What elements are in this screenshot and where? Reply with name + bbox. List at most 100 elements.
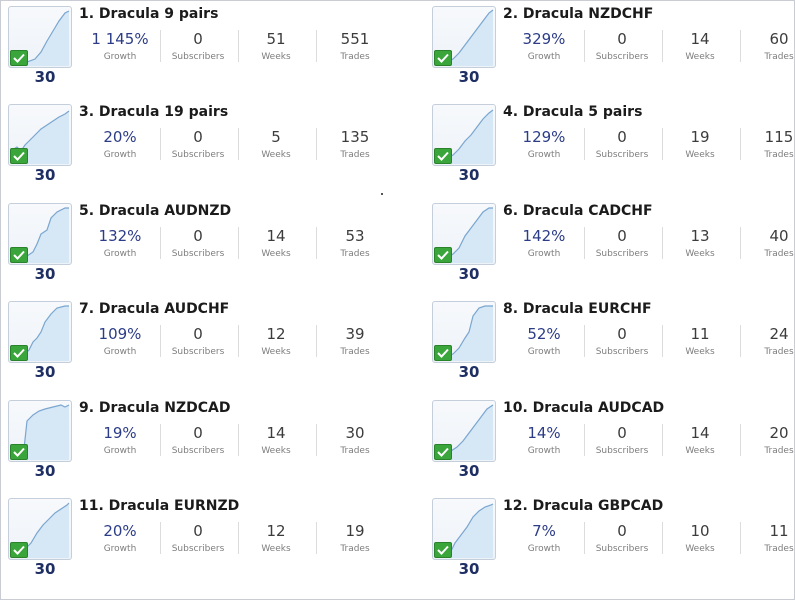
signal-card[interactable]: 30 5. Dracula AUDNZD 132% Growth 0 Subsc… <box>2 197 392 292</box>
growth-chart-icon[interactable] <box>8 104 72 166</box>
weeks-label: Weeks <box>261 446 291 456</box>
weeks-stat: 11 Weeks <box>661 325 739 357</box>
growth-label: Growth <box>527 544 561 554</box>
checkmark-icon <box>434 50 452 66</box>
checkmark-icon <box>10 444 28 460</box>
stat-divider <box>160 128 161 160</box>
growth-chart-icon[interactable] <box>8 400 72 462</box>
period-label: 30 <box>34 265 56 283</box>
signal-title[interactable]: 3. Dracula 19 pairs <box>79 104 229 120</box>
signal-title[interactable]: 4. Dracula 5 pairs <box>503 104 643 120</box>
subscribers-stat: 0 Subscribers <box>159 325 237 357</box>
signal-card[interactable]: 30 8. Dracula EURCHF 52% Growth 0 Subscr… <box>426 295 795 390</box>
growth-chart-icon[interactable] <box>8 203 72 265</box>
trades-label: Trades <box>340 150 370 160</box>
period-label: 30 <box>34 462 56 480</box>
growth-chart-icon[interactable] <box>432 104 496 166</box>
subscribers-label: Subscribers <box>595 347 649 357</box>
weeks-label: Weeks <box>685 347 715 357</box>
subscribers-value: 0 <box>193 424 203 442</box>
period-label: 30 <box>458 560 480 578</box>
signal-card[interactable]: 30 10. Dracula AUDCAD 14% Growth 0 Subsc… <box>426 394 795 489</box>
growth-label: Growth <box>103 249 137 259</box>
weeks-stat: 14 Weeks <box>237 227 315 259</box>
signal-card[interactable]: 30 4. Dracula 5 pairs 129% Growth 0 Subs… <box>426 98 795 193</box>
growth-chart-icon[interactable] <box>432 400 496 462</box>
signal-card[interactable]: 30 1. Dracula 9 pairs 1 145% Growth 0 Su… <box>2 0 392 95</box>
subscribers-label: Subscribers <box>595 52 649 62</box>
signal-title[interactable]: 8. Dracula EURCHF <box>503 301 652 317</box>
growth-label: Growth <box>103 150 137 160</box>
weeks-label: Weeks <box>685 249 715 259</box>
subscribers-value: 0 <box>193 325 203 343</box>
signal-card[interactable]: 30 7. Dracula AUDCHF 109% Growth 0 Subsc… <box>2 295 392 390</box>
signal-card[interactable]: 30 9. Dracula NZDCAD 19% Growth 0 Subscr… <box>2 394 392 489</box>
weeks-label: Weeks <box>685 446 715 456</box>
subscribers-value: 0 <box>617 424 627 442</box>
growth-stat: 1 145% Growth <box>81 30 159 62</box>
growth-value: 14% <box>527 424 561 442</box>
stat-divider <box>238 128 239 160</box>
growth-chart-icon[interactable] <box>8 301 72 363</box>
period-label: 30 <box>458 68 480 86</box>
stat-divider <box>316 522 317 554</box>
subscribers-label: Subscribers <box>595 150 649 160</box>
weeks-value: 10 <box>690 522 710 540</box>
signal-card[interactable]: 30 11. Dracula EURNZD 20% Growth 0 Subsc… <box>2 492 392 587</box>
signal-title[interactable]: 2. Dracula NZDCHF <box>503 6 654 22</box>
growth-chart-icon[interactable] <box>432 301 496 363</box>
signal-title[interactable]: 6. Dracula CADCHF <box>503 203 653 219</box>
trades-value: 60 <box>769 30 789 48</box>
stat-divider <box>584 325 585 357</box>
trades-value: 53 <box>345 227 365 245</box>
weeks-stat: 14 Weeks <box>661 424 739 456</box>
growth-chart-icon[interactable] <box>432 6 496 68</box>
period-label: 30 <box>34 166 56 184</box>
stat-divider <box>160 522 161 554</box>
growth-chart-icon[interactable] <box>432 203 496 265</box>
growth-value: 20% <box>103 128 137 146</box>
growth-value: 142% <box>522 227 566 245</box>
weeks-value: 51 <box>266 30 286 48</box>
growth-chart-icon[interactable] <box>432 498 496 560</box>
signal-card[interactable]: 30 3. Dracula 19 pairs 20% Growth 0 Subs… <box>2 98 392 193</box>
growth-stat: 329% Growth <box>505 30 583 62</box>
checkmark-icon <box>10 345 28 361</box>
growth-value: 19% <box>103 424 137 442</box>
trades-stat: 40 Trades <box>740 227 795 259</box>
weeks-value: 14 <box>690 424 710 442</box>
subscribers-stat: 0 Subscribers <box>583 128 661 160</box>
growth-chart-icon[interactable] <box>8 6 72 68</box>
trades-label: Trades <box>764 446 794 456</box>
signal-card[interactable]: 30 12. Dracula GBPCAD 7% Growth 0 Subscr… <box>426 492 795 587</box>
signal-title[interactable]: 1. Dracula 9 pairs <box>79 6 219 22</box>
signal-title[interactable]: 5. Dracula AUDNZD <box>79 203 232 219</box>
subscribers-stat: 0 Subscribers <box>159 227 237 259</box>
signal-card[interactable]: 30 6. Dracula CADCHF 142% Growth 0 Subsc… <box>426 197 795 292</box>
checkmark-icon <box>434 542 452 558</box>
growth-chart-icon[interactable] <box>8 498 72 560</box>
growth-value: 1 145% <box>91 30 149 48</box>
checkmark-icon <box>10 148 28 164</box>
growth-value: 20% <box>103 522 137 540</box>
subscribers-label: Subscribers <box>171 150 225 160</box>
stat-divider <box>160 424 161 456</box>
signal-title[interactable]: 9. Dracula NZDCAD <box>79 400 231 416</box>
weeks-stat: 12 Weeks <box>237 325 315 357</box>
stat-divider <box>160 30 161 62</box>
signal-title[interactable]: 12. Dracula GBPCAD <box>503 498 664 514</box>
stat-divider <box>740 522 741 554</box>
signal-title[interactable]: 10. Dracula AUDCAD <box>503 400 665 416</box>
growth-label: Growth <box>103 347 137 357</box>
growth-stat: 19% Growth <box>81 424 159 456</box>
trades-stat: 19 Trades <box>316 522 394 554</box>
signal-title[interactable]: 7. Dracula AUDCHF <box>79 301 230 317</box>
stray-dot <box>381 193 383 195</box>
subscribers-stat: 0 Subscribers <box>159 30 237 62</box>
subscribers-label: Subscribers <box>171 347 225 357</box>
stat-divider <box>238 30 239 62</box>
weeks-stat: 14 Weeks <box>661 30 739 62</box>
weeks-label: Weeks <box>685 52 715 62</box>
signal-title[interactable]: 11. Dracula EURNZD <box>79 498 240 514</box>
signal-card[interactable]: 30 2. Dracula NZDCHF 329% Growth 0 Subsc… <box>426 0 795 95</box>
